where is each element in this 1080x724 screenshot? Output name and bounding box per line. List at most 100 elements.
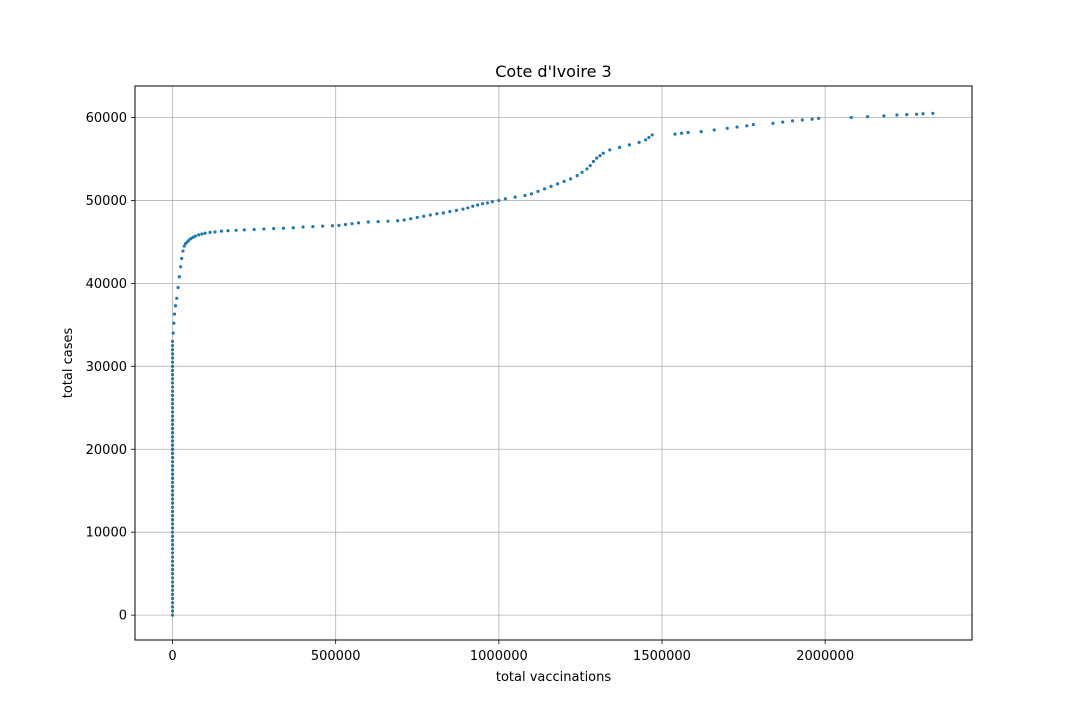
x-axis-label: total vaccinations [496,670,612,685]
y-tick-label: 60000 [86,111,127,126]
data-point [170,505,175,509]
data-point [503,197,507,201]
data-point [497,198,501,203]
data-point [350,222,354,226]
chart-title: Cote d'Ivoire 3 [495,62,611,81]
data-point [281,226,286,230]
data-point [435,212,439,216]
data-point [725,126,729,130]
data-point [170,609,175,613]
data-point [170,410,175,414]
data-point [170,476,175,480]
data-point [213,230,217,234]
data-point [170,426,175,431]
data-point [441,211,445,215]
data-point [170,389,175,393]
y-tick-label: 30000 [86,360,127,375]
data-point [170,431,175,435]
data-point [170,572,175,576]
data-point [790,119,795,123]
data-point [771,121,775,125]
x-tick-label: 0 [168,649,176,664]
data-point [170,613,175,617]
data-point [197,233,201,237]
data-point [849,115,853,120]
data-point [402,218,406,222]
y-axis-label: total cases [61,328,76,399]
data-point [170,518,175,522]
data-point [617,145,622,149]
data-point [170,605,175,609]
data-point [356,221,361,225]
data-point [376,219,380,224]
data-point [170,451,175,455]
data-point [686,130,690,135]
data-point [252,227,256,232]
data-point [170,576,175,580]
data-point [172,312,177,316]
y-tick-label: 50000 [86,194,127,209]
data-point [262,227,266,231]
data-point [644,138,648,142]
grid-lines [135,86,972,640]
data-point [931,111,935,115]
data-point [549,184,553,188]
data-point [575,173,579,178]
data-point [601,151,605,155]
data-point [542,187,547,191]
data-point [170,497,175,501]
data-point [170,348,175,352]
data-point [569,177,573,181]
data-point [555,182,560,186]
data-point [800,118,804,122]
data-point [170,509,175,514]
data-point [301,225,305,229]
data-point [170,418,175,422]
data-point [200,232,204,236]
x-tick-label: 1000000 [470,649,528,664]
data-point [193,234,197,238]
data-point [170,513,175,518]
data-point [203,231,207,235]
data-point [810,117,814,121]
plot-frame [134,85,973,641]
data-point [781,120,785,124]
data-point [490,200,494,204]
data-point [673,132,677,136]
data-point [219,229,224,233]
data-point [751,122,755,127]
data-point [208,230,212,234]
data-point [170,480,175,485]
data-point [175,296,179,300]
data-point [170,522,175,526]
data-point [170,601,175,605]
data-point [415,215,419,220]
data-point [562,179,566,183]
y-tick-label: 0 [119,609,127,624]
data-point [170,439,175,443]
data-point [170,339,175,344]
data-point [173,304,178,308]
data-point [181,249,185,253]
y-tick-label: 40000 [86,277,127,292]
data-point [466,206,470,210]
data-point [170,484,175,489]
data-point [170,538,175,543]
data-point [409,217,413,221]
data-point [170,352,175,356]
data-point [172,321,176,325]
data-point [170,547,175,551]
data-point [242,228,246,232]
data-point [170,402,175,406]
data-point [170,559,175,563]
data-point [921,112,925,116]
data-point [330,224,335,228]
data-point [536,189,540,193]
data-point [476,203,480,207]
data-point [170,435,175,439]
data-point [321,224,325,228]
data-point [170,385,175,389]
data-point [170,596,175,601]
data-point [170,360,175,364]
